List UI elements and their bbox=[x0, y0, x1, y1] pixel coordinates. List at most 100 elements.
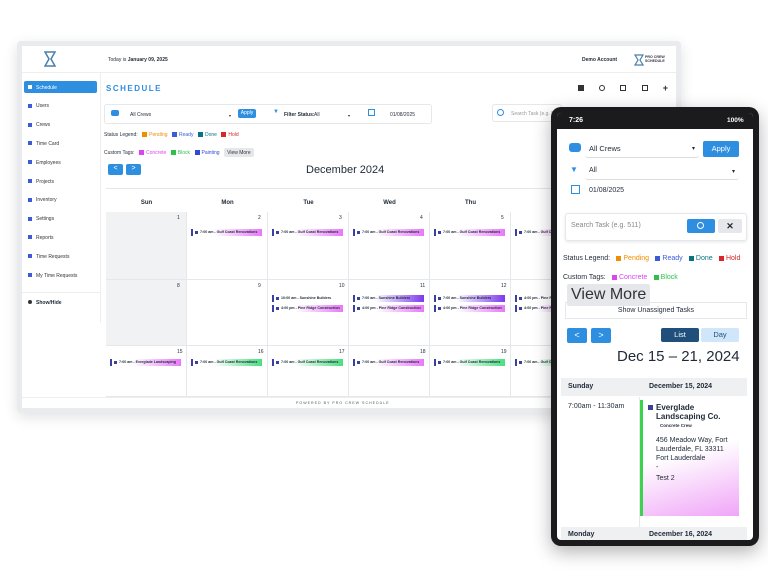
sidebar-item[interactable]: Time Requests bbox=[36, 253, 70, 260]
weekday-label: Wed bbox=[383, 200, 396, 206]
crew-value: All Crews bbox=[589, 144, 621, 153]
sidebar-icon bbox=[28, 122, 32, 127]
event-card[interactable]: Everglade Landscaping Co. Concrete Crew … bbox=[640, 400, 739, 516]
sidebar-item[interactable]: Employees bbox=[36, 159, 61, 166]
event-chip[interactable]: 7:00 am - Sunshine Builders bbox=[353, 295, 424, 302]
view-toggle[interactable]: Day bbox=[701, 328, 739, 342]
crew-icon bbox=[569, 143, 581, 152]
legend-item: Concrete bbox=[138, 150, 166, 156]
next-weekday: Monday bbox=[568, 531, 595, 538]
sidebar-item[interactable]: Crews bbox=[36, 122, 51, 129]
event-chip[interactable]: 4:00 pm - Pine Ridge Construction bbox=[434, 305, 505, 312]
prev-button[interactable]: < bbox=[567, 328, 587, 343]
caret: ▾ bbox=[229, 113, 232, 118]
day-number: 9 bbox=[258, 283, 261, 289]
event-chip[interactable]: 4:00 pm - Pine Ridge Construction bbox=[353, 305, 424, 312]
next-button[interactable]: > bbox=[126, 164, 141, 175]
legend-item: Hold bbox=[718, 255, 741, 262]
legend-text: Pending bbox=[149, 132, 168, 138]
next-button[interactable]: > bbox=[591, 328, 611, 343]
add-icon[interactable]: + bbox=[662, 83, 668, 93]
logo-mark bbox=[634, 54, 644, 66]
caret: ▾ bbox=[691, 146, 695, 152]
sidebar-item[interactable]: Inventory bbox=[36, 197, 57, 204]
day-cell bbox=[349, 280, 430, 346]
sidebar-item[interactable]: Projects bbox=[36, 178, 55, 185]
event-chip[interactable]: 7:00 am - Everglade Landscaping bbox=[110, 359, 181, 366]
day-cell bbox=[349, 346, 430, 397]
legend-text: Block bbox=[177, 149, 191, 156]
next-date: December 16, 2024 bbox=[649, 531, 713, 538]
toolbar: + bbox=[578, 83, 668, 93]
apply-button[interactable]: Apply bbox=[238, 109, 256, 118]
search-box[interactable]: Search Task (e.g. 511) bbox=[492, 104, 562, 122]
event-chip[interactable]: 4:00 pm - Pine Ridge Construction bbox=[272, 305, 343, 312]
clear-button[interactable]: ✕ bbox=[718, 219, 742, 233]
phone: 7:26 100% All Crews ▾ Apply ▼ All ▾ 01/08/… bbox=[551, 107, 759, 546]
prev-button[interactable]: < bbox=[108, 164, 123, 175]
weekday-label: Mon bbox=[221, 200, 234, 206]
legend-item: Block bbox=[653, 274, 678, 281]
day-number: 1 bbox=[177, 215, 180, 221]
status-select[interactable]: All bbox=[314, 112, 320, 118]
account-menu[interactable]: Demo Account bbox=[582, 57, 618, 63]
event-address: 456 Meadow Way, Fort Lauderdale, FL 3331… bbox=[656, 437, 728, 453]
export-icon[interactable] bbox=[620, 85, 627, 91]
legend-swatch bbox=[616, 255, 622, 261]
event-chip[interactable]: 7:00 am - Gulf Coast Renovations bbox=[191, 229, 262, 236]
column-divider bbox=[639, 397, 640, 527]
event-chip[interactable]: 7:00 am - Gulf Coast Renovations bbox=[434, 359, 505, 366]
search-icon bbox=[497, 109, 504, 116]
event-chip[interactable]: 7:00 am - Gulf Coast Renovations bbox=[272, 229, 343, 236]
unassigned-button[interactable]: Show Unassigned Tasks bbox=[565, 302, 747, 319]
list-icon[interactable] bbox=[578, 85, 584, 91]
sidebar-icon bbox=[28, 273, 32, 277]
sidebar-item[interactable]: Schedule bbox=[36, 84, 57, 91]
date-input[interactable]: 01/08/2025 bbox=[390, 112, 416, 118]
legend-item: Hold bbox=[221, 132, 239, 138]
event-chip[interactable]: 7:00 am - Sunshine Builders bbox=[434, 295, 505, 302]
view-more-button[interactable]: View More bbox=[224, 148, 254, 157]
sidebar-divider bbox=[22, 292, 100, 293]
event-chip[interactable]: 7:00 am - Gulf Coast Renovations bbox=[191, 359, 262, 366]
sidebar-item[interactable]: Reports bbox=[36, 234, 54, 241]
sidebar-icon bbox=[28, 103, 32, 108]
search-button[interactable] bbox=[687, 219, 715, 233]
event-chip[interactable]: 7:00 am - Gulf Coast Renovations bbox=[272, 359, 343, 366]
legend-text: Ready bbox=[662, 255, 683, 262]
apply-button[interactable]: Apply bbox=[703, 141, 739, 157]
sidebar-item[interactable]: Users bbox=[36, 103, 50, 110]
event-chip[interactable]: 7:00 am - Gulf Coast Renovations bbox=[353, 229, 424, 236]
legend-item: Concrete bbox=[611, 274, 647, 281]
filter-icon: ▼ bbox=[570, 165, 578, 174]
crew-select[interactable]: All Crews ▾ bbox=[585, 140, 699, 158]
event-chip[interactable]: 7:00 am - Gulf Coast Renovations bbox=[353, 359, 424, 366]
search-placeholder[interactable]: Search Task (e.g. 511) bbox=[571, 222, 641, 229]
sidebar-icon bbox=[28, 160, 32, 165]
search-icon[interactable] bbox=[599, 85, 606, 91]
event-chip[interactable]: 10:00 am - Sunshine Builders bbox=[272, 295, 343, 302]
event-note: Test 2 bbox=[656, 475, 675, 482]
sidebar-item[interactable]: Settings bbox=[36, 216, 55, 223]
status-select[interactable]: All ▾ bbox=[585, 163, 739, 180]
grid-top bbox=[106, 188, 676, 189]
footer-divider bbox=[22, 397, 676, 398]
caret: ▾ bbox=[348, 113, 351, 118]
sidebar-item[interactable]: Time Card bbox=[36, 140, 60, 147]
day-cell bbox=[106, 346, 187, 397]
crew-select[interactable]: All Crews bbox=[130, 112, 152, 118]
print-icon[interactable] bbox=[641, 85, 648, 91]
legend-text: Block bbox=[660, 274, 678, 281]
date-input[interactable]: 01/08/2025 bbox=[589, 187, 625, 194]
day-cell bbox=[187, 346, 268, 397]
view-more-button[interactable]: View More bbox=[567, 284, 651, 306]
sidebar-item[interactable]: My Time Requests bbox=[36, 272, 78, 279]
status-value: All bbox=[589, 167, 597, 174]
view-toggle[interactable]: List bbox=[661, 328, 699, 342]
logo-text: PRO CREW SCHEDULE bbox=[645, 55, 665, 63]
header-divider bbox=[22, 72, 676, 73]
event-chip[interactable]: 7:00 am - Gulf Coast Renovations bbox=[434, 229, 505, 236]
legend-text: Hold bbox=[725, 255, 741, 262]
sidebar-footer[interactable]: Show/Hide bbox=[36, 299, 62, 306]
